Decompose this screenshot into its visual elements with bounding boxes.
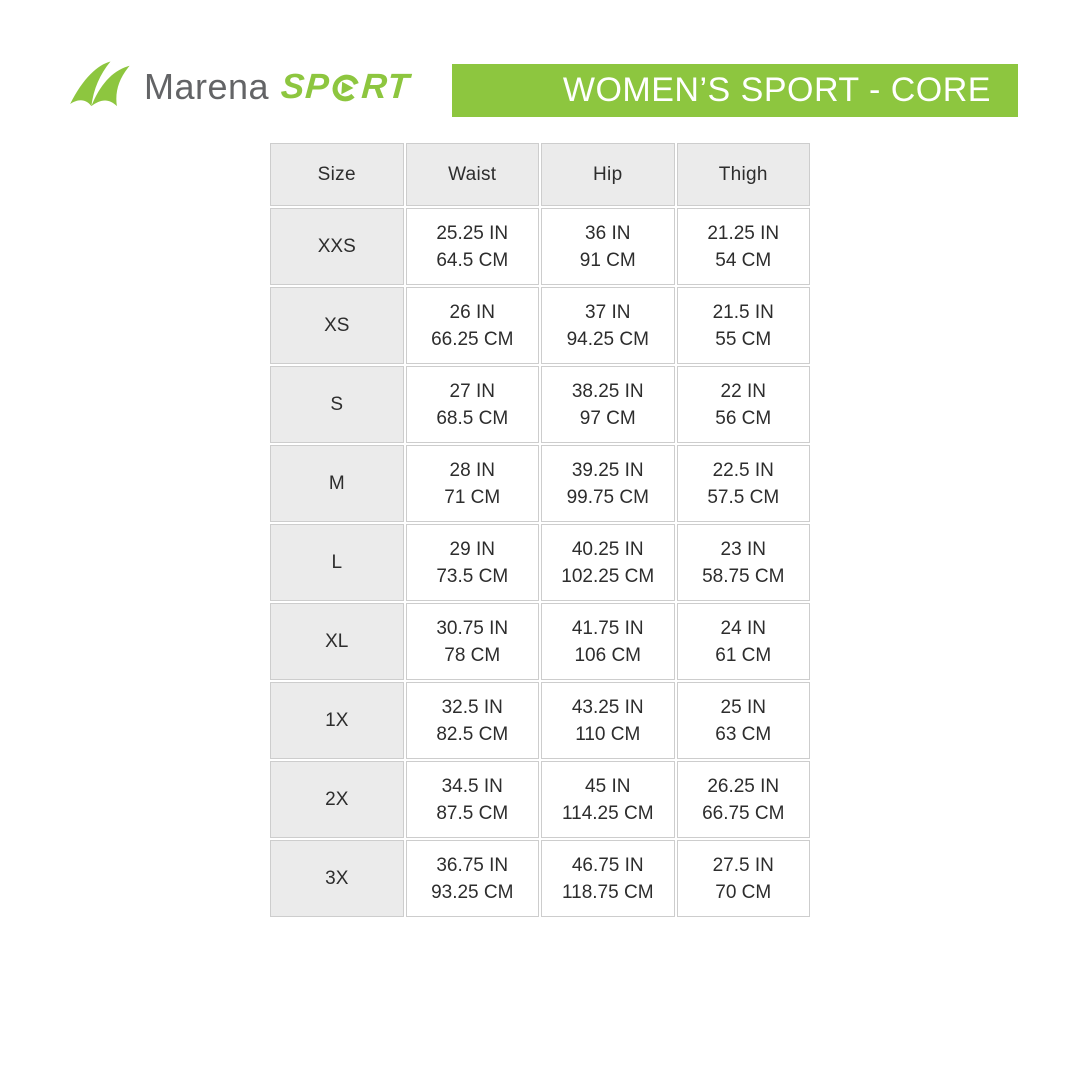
page-title-banner: WOMEN’S SPORT - CORE: [452, 64, 1018, 117]
table-row: 3X 36.75 IN 93.25 CM 46.75 IN 118.75 CM 27…: [270, 840, 810, 917]
size-cell: XS: [270, 287, 404, 364]
table-row: XXS 25.25 IN 64.5 CM 36 IN 91 CM 21.25 IN 5…: [270, 208, 810, 285]
waist-cell: 27 IN 68.5 CM: [405, 366, 539, 443]
page-title: WOMEN’S SPORT - CORE: [562, 71, 991, 109]
col-header-thigh: Thigh: [676, 143, 810, 206]
waist-cell: 32.5 IN 82.5 CM: [405, 682, 539, 759]
waist-cell: 34.5 IN 87.5 CM: [405, 761, 539, 838]
thigh-cell: 25 IN 63 CM: [676, 682, 810, 759]
sport-o-icon: [332, 74, 360, 102]
hip-cell: 43.25 IN 110 CM: [541, 682, 675, 759]
header-row: Size Waist Hip Thigh: [270, 143, 810, 206]
hip-cell: 46.75 IN 118.75 CM: [541, 840, 675, 917]
size-cell: 3X: [270, 840, 404, 917]
table-row: XS 26 IN 66.25 CM 37 IN 94.25 CM 21.5 IN 55…: [270, 287, 810, 364]
thigh-cell: 24 IN 61 CM: [676, 603, 810, 680]
hip-cell: 41.75 IN 106 CM: [541, 603, 675, 680]
waist-cell: 36.75 IN 93.25 CM: [405, 840, 539, 917]
thigh-cell: 21.25 IN 54 CM: [676, 208, 810, 285]
size-cell: M: [270, 445, 404, 522]
size-cell: XL: [270, 603, 404, 680]
waist-cell: 30.75 IN 78 CM: [405, 603, 539, 680]
marena-swoosh-icon: [70, 61, 130, 107]
size-cell: XXS: [270, 208, 404, 285]
table-row: XL 30.75 IN 78 CM 41.75 IN 106 CM 24 IN 61 …: [270, 603, 810, 680]
size-cell: 1X: [270, 682, 404, 759]
brand-name: Marena: [144, 66, 270, 107]
waist-cell: 29 IN 73.5 CM: [405, 524, 539, 601]
col-header-waist: Waist: [405, 143, 539, 206]
hip-cell: 36 IN 91 CM: [541, 208, 675, 285]
brand-sport-rt: RT: [360, 67, 412, 106]
size-cell: 2X: [270, 761, 404, 838]
brand-sport-sp: SP: [279, 67, 332, 106]
waist-cell: 28 IN 71 CM: [405, 445, 539, 522]
thigh-cell: 26.25 IN 66.75 CM: [676, 761, 810, 838]
waist-cell: 26 IN 66.25 CM: [405, 287, 539, 364]
thigh-cell: 21.5 IN 55 CM: [676, 287, 810, 364]
table-row: M 28 IN 71 CM 39.25 IN 99.75 CM 22.5 IN 57.…: [270, 445, 810, 522]
thigh-cell: 27.5 IN 70 CM: [676, 840, 810, 917]
col-header-hip: Hip: [541, 143, 675, 206]
hip-cell: 38.25 IN 97 CM: [541, 366, 675, 443]
marena-sport-logo: Marena SP RT: [68, 58, 412, 116]
hip-cell: 37 IN 94.25 CM: [541, 287, 675, 364]
table-row: S 27 IN 68.5 CM 38.25 IN 97 CM 22 IN 56 CM: [270, 366, 810, 443]
table-row: 1X 32.5 IN 82.5 CM 43.25 IN 110 CM 25 IN 63…: [270, 682, 810, 759]
hip-cell: 45 IN 114.25 CM: [541, 761, 675, 838]
size-cell: L: [270, 524, 404, 601]
size-cell: S: [270, 366, 404, 443]
size-chart: Size Waist Hip Thigh XXS 25.25 IN 64.5 CM…: [268, 141, 812, 919]
waist-cell: 25.25 IN 64.5 CM: [405, 208, 539, 285]
brand-sport: SP RT: [279, 67, 412, 107]
col-header-size: Size: [270, 143, 404, 206]
hip-cell: 40.25 IN 102.25 CM: [541, 524, 675, 601]
thigh-cell: 22 IN 56 CM: [676, 366, 810, 443]
thigh-cell: 23 IN 58.75 CM: [676, 524, 810, 601]
hip-cell: 39.25 IN 99.75 CM: [541, 445, 675, 522]
table-row: 2X 34.5 IN 87.5 CM 45 IN 114.25 CM 26.25 I…: [270, 761, 810, 838]
thigh-cell: 22.5 IN 57.5 CM: [676, 445, 810, 522]
table-row: L 29 IN 73.5 CM 40.25 IN 102.25 CM 23 IN 58…: [270, 524, 810, 601]
